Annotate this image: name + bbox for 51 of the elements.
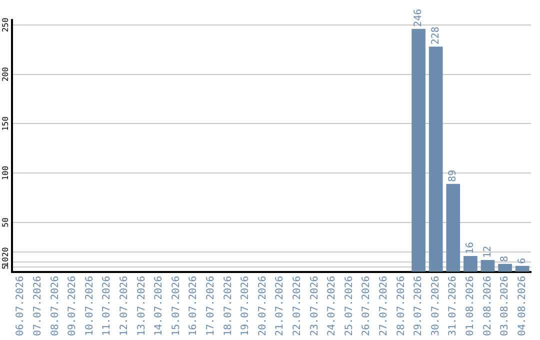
bar (480, 260, 495, 272)
bar (428, 46, 443, 272)
x-tick-label: 02.08.2026 (482, 276, 494, 336)
x-tick-label: 10.07.2026 (84, 276, 96, 336)
x-tick-label: 24.07.2026 (326, 276, 338, 336)
x-tick-label: 29.07.2026 (413, 276, 424, 336)
data-label: 8 (500, 256, 511, 262)
x-tick-label: 16.07.2026 (188, 276, 200, 336)
x-tick-label: 13.07.2026 (136, 276, 148, 336)
y-tick-label: 250 (1, 18, 10, 32)
x-tick-label: 20.07.2026 (257, 276, 268, 336)
data-label: 16 (465, 242, 476, 254)
x-tick-label: 12.07.2026 (119, 276, 130, 336)
x-tick-label: 09.07.2026 (67, 276, 78, 336)
x-tick-label: 26.07.2026 (361, 276, 372, 336)
x-tick-label: 23.07.2026 (309, 276, 320, 336)
y-tick-label: 150 (1, 116, 10, 131)
bar (498, 264, 512, 272)
x-tick-label: 07.07.2026 (32, 276, 44, 336)
data-label: 12 (482, 246, 494, 258)
y-tick-label: 50 (1, 217, 10, 228)
x-tick-label: 11.07.2026 (102, 276, 113, 336)
y-tick-label: 200 (1, 66, 10, 82)
x-tick-label: 08.07.2026 (50, 276, 61, 336)
x-tick-label: 30.07.2026 (430, 276, 442, 336)
x-tick-label: 04.08.2026 (516, 276, 528, 336)
bar (515, 266, 530, 272)
data-label: 246 (413, 8, 424, 27)
x-tick-label: 06.07.2026 (15, 276, 26, 336)
x-tick-label: 03.08.2026 (500, 276, 511, 336)
y-tick-label: 5 (1, 264, 10, 270)
x-tick-label: 31.07.2026 (448, 276, 459, 336)
x-tick-label: 01.08.2026 (465, 276, 476, 336)
x-tick-label: 28.07.2026 (396, 276, 407, 336)
bar (446, 184, 460, 272)
data-label: 89 (448, 170, 459, 182)
x-tick-label: 25.07.2026 (344, 276, 355, 336)
data-label: 228 (430, 26, 442, 45)
bar (412, 28, 426, 272)
x-tick-label: 19.07.2026 (240, 276, 252, 336)
x-tick-label: 18.07.2026 (222, 276, 234, 336)
x-tick-label: 15.07.2026 (170, 276, 182, 336)
x-tick-label: 17.07.2026 (206, 276, 217, 336)
y-tick-label: 100 (1, 166, 10, 180)
x-tick-label: 21.07.2026 (274, 276, 286, 336)
data-label: 6 (516, 258, 528, 264)
y-tick-label: 20 (1, 247, 10, 257)
x-tick-label: 22.07.2026 (292, 276, 304, 336)
x-tick-label: 27.07.2026 (378, 276, 390, 336)
x-tick-label: 14.07.2026 (154, 276, 165, 336)
bar (464, 256, 478, 272)
